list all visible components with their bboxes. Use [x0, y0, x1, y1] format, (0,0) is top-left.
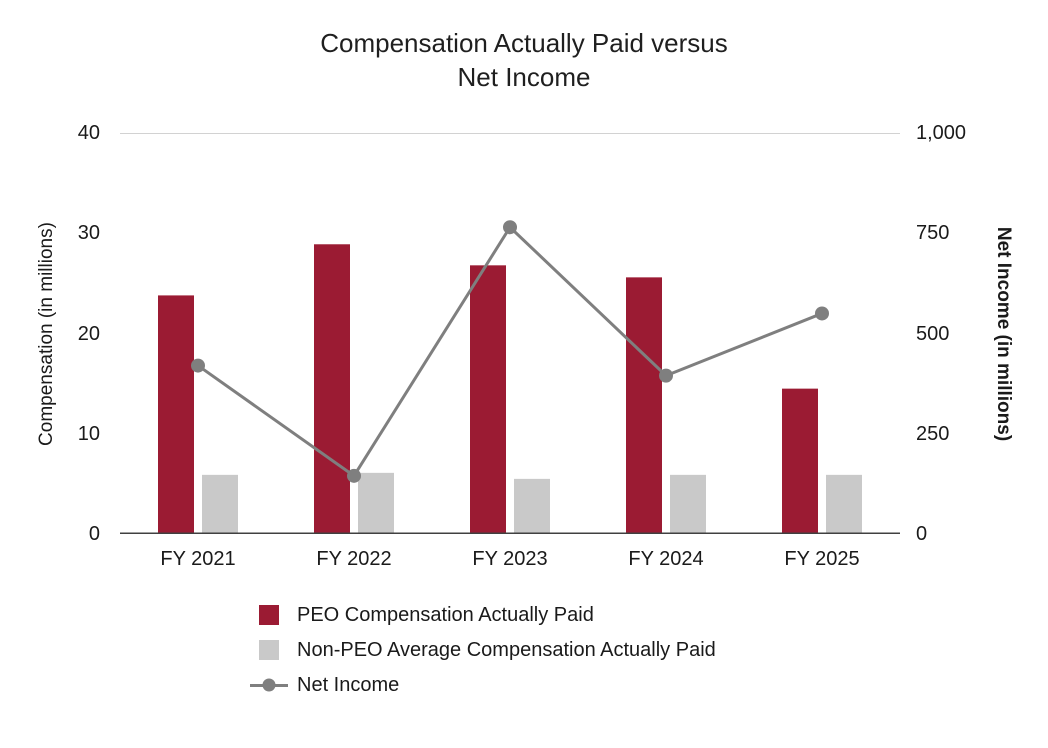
right-axis-tick-250: 250 [916, 422, 950, 445]
non-peo-compensation-bar-fy-2025 [826, 474, 862, 534]
x-axis-label-fy-2023: FY 2023 [472, 548, 548, 570]
right-axis-title: Net Income (in millions) [993, 226, 1014, 442]
peo-compensation-bar-fy-2025 [782, 388, 818, 534]
right-axis-tick-500: 500 [916, 322, 950, 345]
chart-title-line1: Compensation Actually Paid versus [320, 28, 728, 58]
net-income-marker-fy-2024 [659, 368, 673, 383]
legend-item-net-income: Net Income [250, 672, 716, 698]
legend-label-peo-compensation-actually-paid: PEO Compensation Actually Paid [297, 603, 594, 626]
legend-item-peo-compensation-actually-paid: PEO Compensation Actually Paid [250, 602, 716, 628]
bar-swatch-icon [259, 640, 279, 660]
x-axis-label-fy-2024: FY 2024 [628, 548, 704, 570]
left-axis-tick-10: 10 [77, 422, 100, 445]
non-peo-average-compensation-actually-paid-legend-swatch-icon [250, 639, 288, 661]
peo-compensation-actually-paid-legend-swatch-icon [250, 604, 288, 626]
peo-compensation-bar-fy-2023 [470, 265, 506, 534]
x-axis-label-fy-2021: FY 2021 [160, 548, 236, 570]
right-axis-tick-1-000: 1,000 [916, 122, 967, 144]
x-axis-label-fy-2025: FY 2025 [784, 548, 860, 570]
net-income-legend-swatch-icon [250, 674, 288, 696]
legend-label-net-income: Net Income [297, 673, 400, 696]
legend-label-non-peo-average-compensation-actually-paid: Non-PEO Average Compensation Actually Pa… [297, 638, 716, 661]
peo-compensation-bar-fy-2021 [158, 295, 194, 534]
chart-title-line2: Net Income [457, 62, 591, 92]
net-income-marker-fy-2022 [347, 468, 361, 483]
right-axis-tick-750: 750 [916, 222, 950, 245]
left-axis-tick-0: 0 [88, 523, 100, 545]
legend-item-non-peo-average-compensation-actually-paid: Non-PEO Average Compensation Actually Pa… [250, 637, 716, 663]
non-peo-compensation-bar-fy-2021 [202, 474, 238, 534]
non-peo-compensation-bar-fy-2023 [514, 478, 550, 534]
left-axis-tick-40: 40 [77, 122, 100, 144]
left-axis-tick-20: 20 [77, 322, 100, 345]
net-income-marker-fy-2021 [191, 358, 205, 373]
peo-compensation-bar-fy-2024 [626, 277, 662, 534]
legend: PEO Compensation Actually Paid Non-PEO Av… [250, 602, 716, 698]
non-peo-compensation-bar-fy-2024 [670, 474, 706, 534]
right-axis-tick-0: 0 [916, 523, 928, 545]
chart-title: Compensation Actually Paid versus Net In… [0, 26, 1048, 94]
peo-compensation-bar-fy-2022 [314, 244, 350, 534]
bar-swatch-icon [259, 605, 279, 625]
marker-swatch-icon [262, 678, 276, 692]
x-axis-label-fy-2022: FY 2022 [316, 548, 392, 570]
left-axis-tick-30: 30 [77, 222, 100, 245]
net-income-marker-fy-2025 [815, 306, 829, 321]
net-income-marker-fy-2023 [503, 220, 517, 235]
non-peo-compensation-bar-fy-2022 [358, 472, 394, 534]
plot-area [120, 133, 900, 534]
net-income-line [197, 224, 823, 478]
